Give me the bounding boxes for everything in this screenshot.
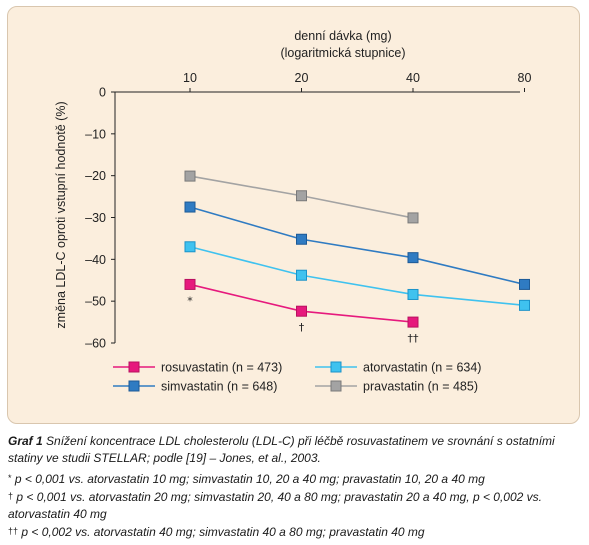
y-tick-label: –60 — [85, 337, 106, 351]
atorvastatin-point — [407, 288, 419, 300]
rosuvastatin-legend-marker — [128, 361, 140, 373]
y-axis-title: změna LDL-C oproti vstupní hodnotě (%) — [54, 101, 68, 328]
footnote-3: †† p < 0,002 vs. atorvastatin 40 mg; sim… — [8, 525, 425, 539]
y-tick-label: –50 — [85, 295, 106, 309]
x-axis-title-line1: denní dávka (mg) — [294, 29, 391, 43]
y-tick-label: –40 — [85, 253, 106, 267]
chart-panel — [7, 6, 580, 424]
significance-marker: †† — [408, 332, 420, 345]
figure-caption: Graf 1 Snížení koncentrace LDL cholester… — [8, 433, 586, 467]
pravastatin-legend-marker — [330, 380, 342, 392]
x-tick-label: 40 — [406, 71, 420, 85]
atorvastatin-line — [189, 246, 525, 307]
atorvastatin-legend-label: atorvastatin (n = 634) — [363, 361, 481, 375]
footnote-1: * p < 0,001 vs. atorvastatin 10 mg; simv… — [8, 472, 485, 486]
caption-label: Graf 1 — [8, 434, 43, 448]
significance-marker: † — [299, 321, 305, 334]
x-tick-label: 80 — [518, 71, 532, 85]
footnote-2: † p < 0,001 vs. atorvastatin 20 mg; simv… — [8, 490, 542, 521]
y-tick-label: 0 — [99, 86, 106, 100]
simvastatin-point — [407, 252, 419, 264]
simvastatin-point — [296, 233, 307, 245]
pravastatin-point — [407, 212, 419, 224]
annotation-layer: *††† — [187, 294, 419, 345]
rosuvastatin-point — [296, 305, 307, 317]
ldl-chart: denní dávka (mg) (logaritmická stupnice)… — [54, 29, 531, 394]
atorvastatin-point — [184, 241, 196, 253]
rosuvastatin-legend-label: rosuvastatin (n = 473) — [161, 361, 282, 375]
rosuvastatin-point — [184, 278, 196, 290]
pravastatin-point — [184, 170, 196, 182]
pravastatin-legend-label: pravastatin (n = 485) — [363, 380, 478, 394]
simvastatin-legend-label: simvastatin (n = 648) — [161, 380, 277, 394]
significance-marker: * — [187, 294, 193, 307]
pravastatin-point — [296, 190, 307, 202]
footnotes: * p < 0,001 vs. atorvastatin 10 mg; simv… — [8, 470, 580, 541]
atorvastatin-legend-marker — [330, 361, 342, 373]
y-tick-label: –10 — [85, 127, 106, 141]
series-layer — [184, 170, 530, 328]
y-tick-label: –30 — [85, 211, 106, 225]
simvastatin-point — [184, 201, 196, 213]
simvastatin-line — [189, 206, 525, 286]
x-tick-label: 20 — [295, 71, 309, 85]
axes: 10 20 40 80 0 –10 –20 –30 –40 –50 –60 — [85, 71, 531, 351]
x-axis-title-line2: (logaritmická stupnice) — [280, 46, 405, 60]
atorvastatin-point — [296, 269, 307, 281]
simvastatin-legend-marker — [128, 380, 140, 392]
x-tick-label: 10 — [183, 71, 197, 85]
rosuvastatin-point — [407, 316, 419, 328]
simvastatin-point — [519, 278, 530, 290]
atorvastatin-point — [519, 299, 530, 311]
y-tick-label: –20 — [85, 169, 106, 183]
caption-text: Snížení koncentrace LDL cholesterolu (LD… — [8, 434, 555, 465]
legend: rosuvastatin (n = 473) atorvastatin (n = … — [113, 361, 481, 394]
